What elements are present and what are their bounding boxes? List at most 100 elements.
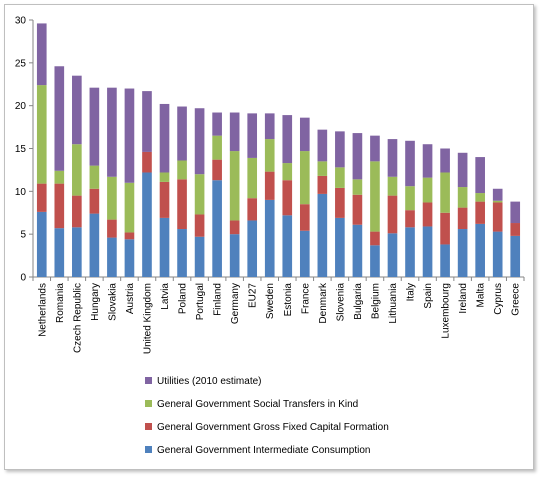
category-label: Spain — [423, 283, 434, 309]
legend-label: General Government Social Transfers in K… — [157, 399, 358, 410]
category-labels: Netherlands Romania Czech Republic Hungary S… — [37, 282, 521, 354]
bar-segment — [335, 217, 345, 277]
bar-segment — [405, 140, 415, 187]
bar-segment — [107, 237, 117, 277]
bar-segment — [54, 228, 65, 277]
legend: Utilities (2010 estimate) General Governm… — [145, 376, 389, 456]
legend-label: Utilities (2010 estimate) — [157, 376, 261, 387]
y-tick-label: 0 — [20, 273, 26, 284]
bar-segment — [370, 245, 380, 277]
bar-segment — [107, 87, 117, 177]
bar-segment — [36, 23, 47, 86]
bar-segment — [422, 144, 433, 178]
bar-segment — [36, 85, 47, 184]
bar-segment — [405, 210, 415, 228]
bar-segment — [194, 108, 205, 175]
y-tick-label: 30 — [15, 16, 27, 27]
bar-segment — [194, 214, 205, 237]
bar-segment — [440, 172, 450, 213]
bar-segment — [317, 193, 328, 277]
bar-segment — [229, 220, 240, 235]
bar-segment — [247, 113, 258, 158]
bar-segment — [107, 176, 117, 220]
bar-segment — [36, 183, 47, 212]
bar-segment — [492, 188, 503, 201]
category-label: Cyprus — [493, 283, 504, 315]
bar-segment — [72, 195, 82, 228]
bar-segment — [387, 233, 398, 277]
y-tick-label: 20 — [15, 101, 27, 112]
bar-segment — [457, 187, 468, 208]
bar-segment — [510, 235, 521, 277]
bar-segment — [405, 186, 415, 211]
legend-swatch — [145, 423, 152, 430]
category-label: Germany — [230, 283, 241, 324]
bar-segment — [475, 201, 485, 224]
bar-segment — [212, 135, 222, 160]
bar-segment — [54, 170, 65, 184]
category-label: Poland — [178, 283, 189, 314]
bar-segment — [89, 165, 100, 189]
bar-segment — [142, 172, 152, 277]
bar-segment — [492, 231, 503, 277]
category-label: Czech Republic — [72, 283, 83, 353]
bar-segment — [335, 187, 345, 218]
bar-segment — [299, 230, 310, 277]
category-label: Italy — [406, 283, 417, 301]
bar-segment — [457, 152, 468, 188]
bar-segment — [282, 180, 293, 216]
bar-segment — [387, 139, 398, 177]
bar-segment — [142, 91, 152, 152]
category-label: Ireland — [458, 283, 469, 314]
bar-segment — [299, 151, 310, 205]
bar-segment — [440, 148, 450, 173]
category-label: Luxembourg — [441, 283, 452, 339]
bar-segment — [89, 213, 100, 277]
bar-segment — [89, 188, 100, 214]
y-tick-label: 10 — [15, 187, 27, 198]
category-label: Greece — [511, 283, 522, 316]
bar-segment — [370, 135, 380, 162]
y-tick-label: 25 — [15, 58, 27, 69]
legend-label: General Government Gross Fixed Capital F… — [157, 422, 389, 433]
y-tick-label: 15 — [15, 144, 27, 155]
bar-segment — [387, 195, 398, 234]
bar-segment — [264, 113, 275, 140]
bar-segment — [299, 204, 310, 231]
bar-segment — [510, 223, 521, 236]
bar-segment — [124, 88, 135, 183]
bar-segment — [212, 159, 222, 181]
bar-segment — [422, 226, 433, 277]
category-label: Slovakia — [107, 283, 118, 321]
bar-segment — [352, 179, 363, 195]
category-label: Austria — [125, 283, 136, 315]
bar-segment — [159, 172, 170, 182]
category-label: Latvia — [160, 283, 171, 310]
bar-segment — [247, 220, 258, 277]
bar-segment — [229, 112, 240, 152]
bar-segment — [475, 193, 485, 202]
bar-segment — [422, 177, 433, 203]
bar-segment — [264, 199, 275, 277]
bar-segment — [212, 180, 222, 277]
bar-segment — [317, 129, 328, 162]
bar-segment — [299, 117, 310, 152]
bar-segment — [177, 179, 187, 230]
bar-segment — [247, 198, 258, 221]
category-label: Bulgaria — [353, 283, 364, 320]
bar-segment — [492, 200, 503, 203]
category-label: EU27 — [248, 283, 259, 308]
bar-segment — [72, 227, 82, 277]
bar-segment — [36, 211, 47, 277]
bar-segment — [422, 202, 433, 227]
bar-segment — [229, 151, 240, 221]
bar-segment — [282, 115, 293, 164]
bar-segment — [387, 176, 398, 196]
category-label: Malta — [476, 283, 487, 308]
category-label: Netherlands — [37, 283, 48, 337]
bar-segment — [352, 194, 363, 225]
category-label: Portugal — [195, 283, 206, 320]
bar-segment — [54, 66, 65, 171]
category-label: Estonia — [283, 283, 294, 317]
